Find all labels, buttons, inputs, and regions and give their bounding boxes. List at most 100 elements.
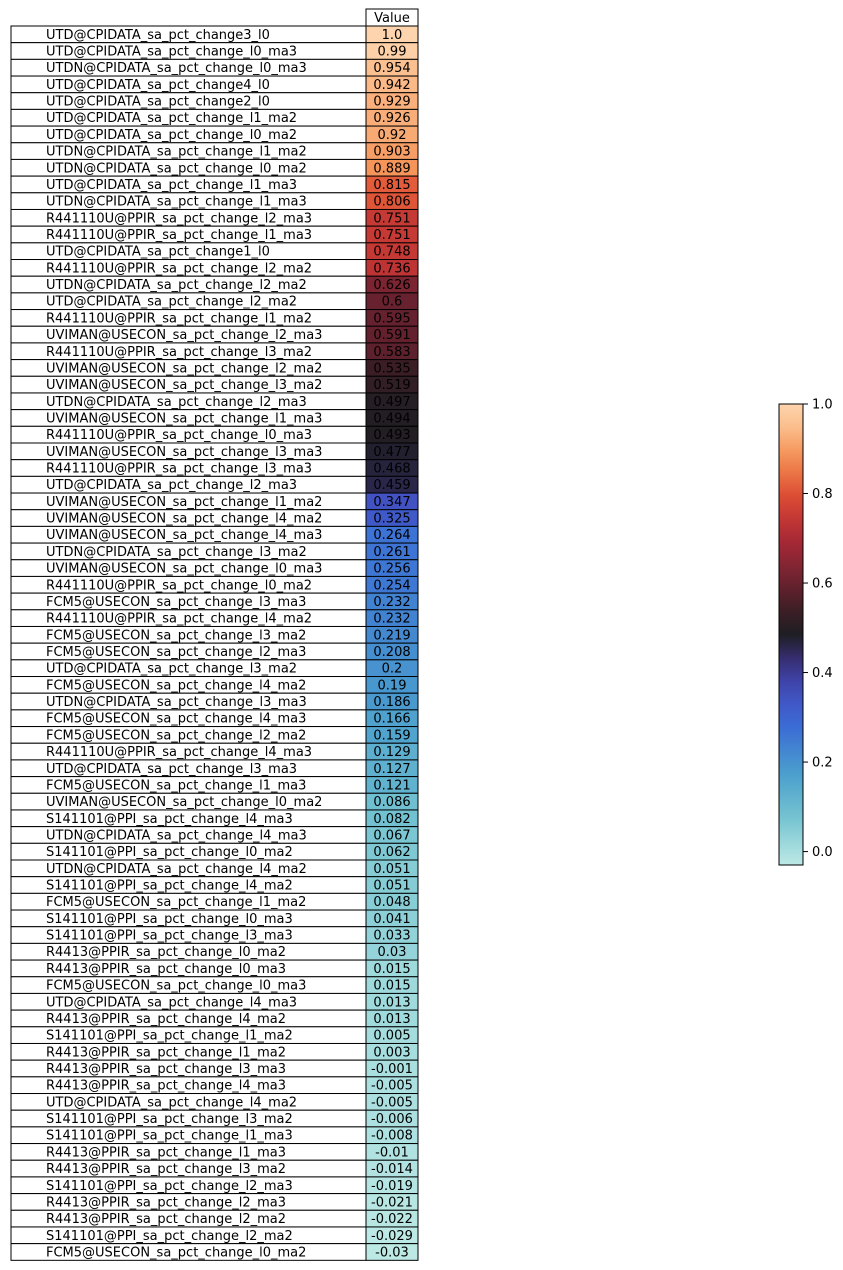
value-label: 0.03: [378, 945, 407, 960]
row-label: UTDN@CPIDATA_sa_pct_change_l3_ma3: [46, 695, 307, 710]
row-label: UTD@CPIDATA_sa_pct_change_l0_ma2: [46, 128, 297, 143]
row-label: R4413@PPIR_sa_pct_change_l1_ma3: [46, 1145, 286, 1160]
value-label: -0.029: [371, 1229, 413, 1244]
row-label: FCM5@USECON_sa_pct_change_l0_ma3: [46, 979, 306, 994]
row-label: UVIMAN@USECON_sa_pct_change_l1_ma3: [46, 411, 322, 426]
row-label: FCM5@USECON_sa_pct_change_l1_ma2: [46, 895, 306, 910]
value-label: -0.014: [371, 1162, 413, 1177]
colorbar-gradient: [778, 403, 804, 866]
row-label: S141101@PPI_sa_pct_change_l1_ma3: [46, 1129, 293, 1144]
colorbar-tick-label: 0.4: [812, 666, 833, 681]
row-label: S141101@PPI_sa_pct_change_l4_ma3: [46, 812, 293, 827]
row-label: UTD@CPIDATA_sa_pct_change_l0_ma3: [46, 45, 297, 60]
row-label: R441110U@PPIR_sa_pct_change_l1_ma2: [46, 311, 312, 326]
value-label: -0.022: [371, 1212, 413, 1227]
value-label: 0.082: [373, 812, 410, 827]
value-label: 0.6: [382, 295, 403, 310]
value-label: 0.232: [373, 612, 410, 627]
row-label: S141101@PPI_sa_pct_change_l2_ma3: [46, 1179, 293, 1194]
value-label: 0.264: [373, 528, 410, 543]
value-label: 0.256: [373, 562, 410, 577]
value-label: 0.815: [373, 178, 410, 193]
row-label: R441110U@PPIR_sa_pct_change_l2_ma2: [46, 261, 312, 276]
row-label: FCM5@USECON_sa_pct_change_l4_ma2: [46, 678, 306, 693]
row-label: S141101@PPI_sa_pct_change_l1_ma2: [46, 1029, 293, 1044]
row-label: UTD@CPIDATA_sa_pct_change_l3_ma2: [46, 662, 297, 677]
value-label: 0.033: [373, 929, 410, 944]
value-label: 0.062: [373, 845, 410, 860]
row-label: UTDN@CPIDATA_sa_pct_change_l4_ma3: [46, 828, 307, 843]
row-label: R4413@PPIR_sa_pct_change_l2_ma3: [46, 1195, 286, 1210]
row-label: S141101@PPI_sa_pct_change_l4_ma2: [46, 879, 293, 894]
row-label: S141101@PPI_sa_pct_change_l0_ma3: [46, 912, 293, 927]
value-label: 0.067: [373, 828, 410, 843]
row-label: UVIMAN@USECON_sa_pct_change_l0_ma3: [46, 562, 322, 577]
value-label: 0.013: [373, 995, 410, 1010]
value-label: -0.005: [371, 1079, 413, 1094]
value-label: 0.583: [373, 345, 410, 360]
value-label: 1.0: [382, 28, 403, 43]
value-label: 0.751: [373, 211, 410, 226]
row-label: UTD@CPIDATA_sa_pct_change4_l0: [46, 78, 270, 93]
row-label: UTD@CPIDATA_sa_pct_change_l1_ma3: [46, 178, 297, 193]
row-label: UTDN@CPIDATA_sa_pct_change_l0_ma3: [46, 61, 307, 76]
value-label: 0.751: [373, 228, 410, 243]
value-label: 0.015: [373, 962, 410, 977]
row-label: UTDN@CPIDATA_sa_pct_change_l2_ma2: [46, 278, 307, 293]
row-label: UTD@CPIDATA_sa_pct_change2_l0: [46, 95, 270, 110]
row-label: UVIMAN@USECON_sa_pct_change_l3_ma3: [46, 445, 322, 460]
row-label: R441110U@PPIR_sa_pct_change_l3_ma3: [46, 462, 312, 477]
value-label: 0.041: [373, 912, 410, 927]
value-label: 0.2: [382, 662, 403, 677]
value-label: 0.261: [373, 545, 410, 560]
row-label: FCM5@USECON_sa_pct_change_l2_ma2: [46, 728, 306, 743]
row-label: UVIMAN@USECON_sa_pct_change_l4_ma3: [46, 528, 322, 543]
value-label: -0.006: [371, 1112, 413, 1127]
value-label: 0.929: [373, 95, 410, 110]
value-label: 0.493: [373, 428, 410, 443]
colorbar: 0.0 0.2 0.4 0.6 0.8 1.0: [778, 398, 833, 866]
row-label: UTD@CPIDATA_sa_pct_change1_l0: [46, 245, 270, 260]
value-label: 0.005: [373, 1029, 410, 1044]
value-label: 0.347: [373, 495, 410, 510]
row-label: UTDN@CPIDATA_sa_pct_change_l4_ma2: [46, 862, 307, 877]
row-label: UTD@CPIDATA_sa_pct_change_l3_ma3: [46, 762, 297, 777]
value-label: 0.806: [373, 195, 410, 210]
value-label: -0.001: [371, 1062, 413, 1077]
row-label: UVIMAN@USECON_sa_pct_change_l2_ma3: [46, 328, 322, 343]
value-label: 0.159: [373, 728, 410, 743]
value-label: 0.254: [373, 578, 410, 593]
value-label: 0.051: [373, 862, 410, 877]
row-label: R4413@PPIR_sa_pct_change_l2_ma2: [46, 1212, 286, 1227]
row-label: FCM5@USECON_sa_pct_change_l3_ma3: [46, 595, 306, 610]
value-label: 0.048: [373, 895, 410, 910]
value-label: -0.005: [371, 1095, 413, 1110]
value-label: 0.19: [378, 678, 407, 693]
value-label: 0.736: [373, 261, 410, 276]
row-label: S141101@PPI_sa_pct_change_l3_ma2: [46, 1112, 293, 1127]
row-label: UTDN@CPIDATA_sa_pct_change_l1_ma3: [46, 195, 307, 210]
row-label: R4413@PPIR_sa_pct_change_l0_ma3: [46, 962, 286, 977]
colorbar-tick-label: 0.2: [812, 756, 833, 771]
value-label: -0.008: [371, 1129, 413, 1144]
colorbar-tick-label: 1.0: [812, 398, 833, 413]
value-label: 0.942: [373, 78, 410, 93]
row-label: UTDN@CPIDATA_sa_pct_change_l1_ma2: [46, 145, 307, 160]
value-label: 0.219: [373, 628, 410, 643]
value-label: 0.626: [373, 278, 410, 293]
row-label: UTDN@CPIDATA_sa_pct_change_l0_ma2: [46, 161, 307, 176]
row-label: S141101@PPI_sa_pct_change_l3_ma3: [46, 929, 293, 944]
value-label: 0.325: [373, 512, 410, 527]
row-label: R4413@PPIR_sa_pct_change_l3_ma3: [46, 1062, 286, 1077]
row-label: FCM5@USECON_sa_pct_change_l0_ma2: [46, 1245, 306, 1260]
row-label: UVIMAN@USECON_sa_pct_change_l2_ma2: [46, 361, 322, 376]
row-label: R441110U@PPIR_sa_pct_change_l0_ma2: [46, 578, 312, 593]
value-label: 0.086: [373, 795, 410, 810]
row-label: FCM5@USECON_sa_pct_change_l3_ma2: [46, 628, 306, 643]
value-label: 0.232: [373, 595, 410, 610]
value-cell: [365, 1243, 419, 1261]
value-label: 0.595: [373, 311, 410, 326]
value-label: -0.019: [371, 1179, 413, 1194]
value-label: 0.208: [373, 645, 410, 660]
